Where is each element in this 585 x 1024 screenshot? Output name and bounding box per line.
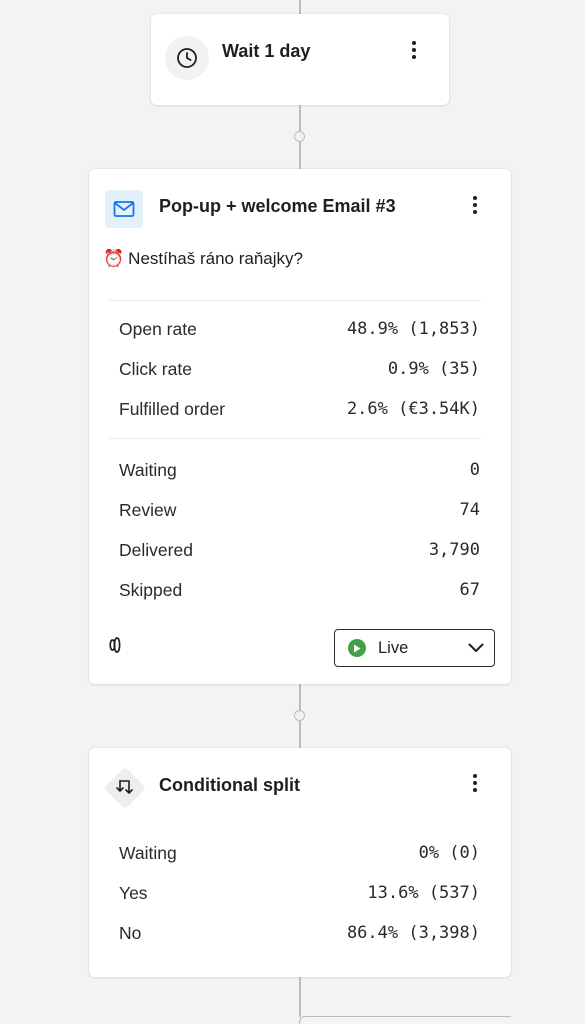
stat-label: Delivered bbox=[119, 539, 193, 560]
stat-row-fulfilled-order: Fulfilled order 2.6% (€3.54K) bbox=[119, 396, 480, 422]
stat-label: Review bbox=[119, 499, 177, 520]
stat-value: 0% (0) bbox=[418, 843, 480, 863]
play-icon bbox=[348, 639, 366, 657]
stat-value: 74 bbox=[459, 500, 480, 520]
more-options-icon[interactable] bbox=[465, 191, 485, 219]
stat-label: Click rate bbox=[119, 358, 192, 379]
split-icon bbox=[103, 766, 147, 810]
email-subject: ⏰ Nestíhaš ráno raňajky? bbox=[103, 249, 303, 269]
stat-row-skipped: Skipped 67 bbox=[119, 577, 480, 603]
mail-icon bbox=[105, 190, 143, 228]
stat-value: 0 bbox=[469, 460, 480, 480]
stat-row-review: Review 74 bbox=[119, 497, 480, 523]
stat-row-click-rate: Click rate 0.9% (35) bbox=[119, 356, 480, 382]
chevron-down-icon bbox=[468, 643, 484, 652]
email-subject-text: Nestíhaš ráno raňajky? bbox=[128, 249, 303, 268]
wait-node-title: Wait 1 day bbox=[222, 41, 311, 61]
link-icon[interactable] bbox=[106, 635, 126, 655]
add-step-dot[interactable] bbox=[294, 131, 305, 142]
split-node-title: Conditional split bbox=[159, 775, 300, 795]
stat-value: 13.6% (537) bbox=[367, 883, 480, 903]
stat-value: 67 bbox=[459, 580, 480, 600]
email-node-card[interactable]: Pop-up + welcome Email #3 ⏰ Nestíhaš rán… bbox=[89, 169, 511, 684]
stat-row-waiting: Waiting 0 bbox=[119, 457, 480, 483]
stat-label: Waiting bbox=[119, 459, 177, 480]
stat-row-delivered: Delivered 3,790 bbox=[119, 537, 480, 563]
connector-branch bbox=[299, 1016, 511, 1024]
connector-line-top bbox=[299, 0, 301, 14]
wait-node-card[interactable]: Wait 1 day bbox=[151, 14, 449, 105]
email-node-title: Pop-up + welcome Email #3 bbox=[159, 196, 396, 216]
stat-label: Fulfilled order bbox=[119, 398, 226, 419]
stat-label: Skipped bbox=[119, 579, 183, 600]
stat-label: Yes bbox=[119, 882, 148, 903]
split-row-yes: Yes 13.6% (537) bbox=[119, 880, 480, 906]
stat-label: No bbox=[119, 922, 142, 943]
stat-value: 48.9% (1,853) bbox=[346, 319, 480, 339]
connector-line-bottom bbox=[299, 977, 301, 1017]
status-label: Live bbox=[378, 638, 409, 657]
divider bbox=[109, 300, 481, 301]
alarm-clock-icon: ⏰ bbox=[103, 249, 125, 268]
clock-icon bbox=[165, 36, 209, 80]
stat-value: 0.9% (35) bbox=[387, 359, 480, 379]
stat-row-open-rate: Open rate 48.9% (1,853) bbox=[119, 316, 480, 342]
more-options-icon[interactable] bbox=[404, 36, 424, 64]
stat-value: 2.6% (€3.54K) bbox=[346, 399, 480, 419]
conditional-split-card[interactable]: Conditional split Waiting 0% (0) Yes 13.… bbox=[89, 748, 511, 977]
status-dropdown[interactable]: Live bbox=[334, 629, 495, 667]
stat-value: 3,790 bbox=[428, 540, 480, 560]
split-row-waiting: Waiting 0% (0) bbox=[119, 840, 480, 866]
divider bbox=[109, 438, 481, 439]
stat-label: Waiting bbox=[119, 842, 177, 863]
split-row-no: No 86.4% (3,398) bbox=[119, 920, 480, 946]
stat-value: 86.4% (3,398) bbox=[346, 923, 480, 943]
more-options-icon[interactable] bbox=[465, 769, 485, 797]
add-step-dot[interactable] bbox=[294, 710, 305, 721]
stat-label: Open rate bbox=[119, 318, 197, 339]
